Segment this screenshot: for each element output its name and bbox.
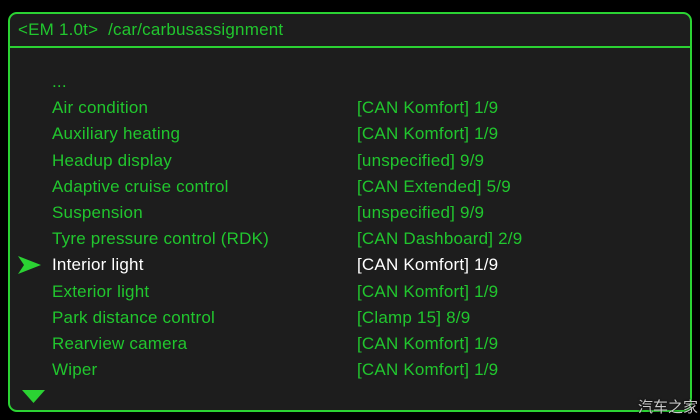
watermark: 汽车之家 [637,399,698,416]
list-item-exterior-light[interactable]: Exterior light [CAN Komfort] 1/9 [10,279,690,305]
header-title: <EM 1.0t> /car/carbusassignment [18,20,284,39]
list-item-tyre-pressure-control[interactable]: Tyre pressure control (RDK) [CAN Dashboa… [10,226,690,252]
list-item-label: Adaptive cruise control [52,176,229,196]
list-item-value: [unspecified] 9/9 [357,150,485,170]
list-item-adaptive-cruise-control[interactable]: Adaptive cruise control [CAN Extended] 5… [10,174,690,200]
list-item-auxiliary-heating[interactable]: Auxiliary heating [CAN Komfort] 1/9 [10,121,690,147]
list-item-label: Tyre pressure control (RDK) [52,229,270,249]
list-item-air-condition[interactable]: Air condition [CAN Komfort] 1/9 [10,95,690,121]
list-item-suspension[interactable]: Suspension [unspecified] 9/9 [10,200,690,226]
list-item-value: [CAN Dashboard] 2/9 [357,229,523,249]
list-item-park-distance-control[interactable]: Park distance control [Clamp 15] 8/9 [10,305,690,331]
list-item-label: Interior light [52,255,144,275]
list-item-label: Auxiliary heating [52,124,181,144]
list-item-label: Park distance control [52,307,215,327]
bus-assignment-list: ... Air condition [CAN Komfort] 1/9 Auxi… [10,48,690,408]
list-more-indicator[interactable]: ... [10,69,690,95]
list-item-label: Headup display [52,150,172,170]
list-item-rearview-camera[interactable]: Rearview camera [CAN Komfort] 1/9 [10,331,690,357]
list-item-value: [CAN Komfort] 1/9 [357,98,499,118]
list-item-value: [CAN Komfort] 1/9 [357,124,499,144]
list-item-value: [CAN Komfort] 1/9 [357,255,499,275]
list-item-value: [CAN Komfort] 1/9 [357,360,499,380]
selection-cursor-icon [18,256,41,275]
list-item-label: Exterior light [52,281,150,301]
header-bar: <EM 1.0t> /car/carbusassignment [10,14,690,48]
scroll-down-icon[interactable] [22,390,45,404]
list-item-label: Rearview camera [52,333,188,353]
list-item-label: Suspension [52,203,143,223]
list-item-label: Air condition [52,98,149,118]
list-item-interior-light[interactable]: Interior light [CAN Komfort] 1/9 [10,252,690,278]
list-item-value: [CAN Komfort] 1/9 [357,333,499,353]
list-item-value: [unspecified] 9/9 [357,203,485,223]
list-item-value: [Clamp 15] 8/9 [357,307,471,327]
list-item-headup-display[interactable]: Headup display [unspecified] 9/9 [10,148,690,174]
list-item-label: Wiper [52,360,98,380]
list-item-value: [CAN Komfort] 1/9 [357,281,499,301]
list-item-value: [CAN Extended] 5/9 [357,176,511,196]
list-item-wiper[interactable]: Wiper [CAN Komfort] 1/9 [10,357,690,383]
main-frame: <EM 1.0t> /car/carbusassignment ... Air … [8,12,692,412]
more-indicator-label: ... [52,72,67,92]
